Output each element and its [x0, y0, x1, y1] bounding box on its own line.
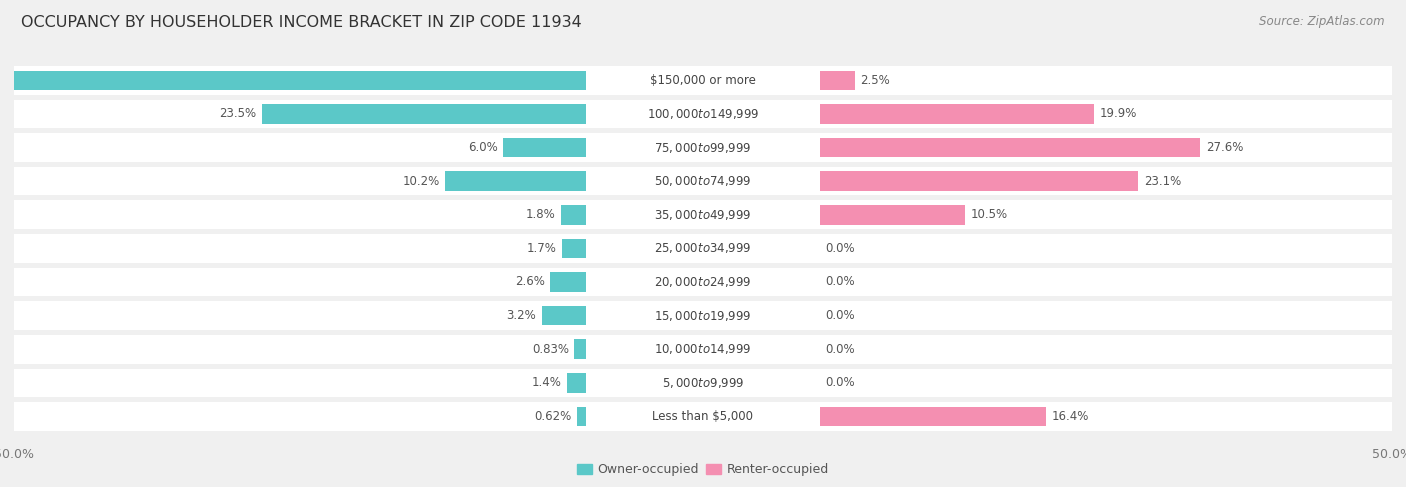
- Bar: [820, 138, 1201, 157]
- Text: $10,000 to $14,999: $10,000 to $14,999: [654, 342, 752, 356]
- Text: $15,000 to $19,999: $15,000 to $19,999: [654, 309, 752, 322]
- Text: 0.0%: 0.0%: [825, 242, 855, 255]
- Text: 0.0%: 0.0%: [825, 376, 855, 389]
- Bar: [550, 272, 586, 292]
- Legend: Owner-occupied, Renter-occupied: Owner-occupied, Renter-occupied: [572, 458, 834, 482]
- Text: 3.2%: 3.2%: [506, 309, 536, 322]
- Text: 16.4%: 16.4%: [1052, 410, 1090, 423]
- Bar: [820, 407, 1046, 426]
- Bar: [14, 268, 1392, 296]
- Text: OCCUPANCY BY HOUSEHOLDER INCOME BRACKET IN ZIP CODE 11934: OCCUPANCY BY HOUSEHOLDER INCOME BRACKET …: [21, 15, 582, 30]
- Bar: [561, 205, 586, 225]
- Bar: [14, 369, 1392, 397]
- Bar: [820, 205, 965, 225]
- Text: $25,000 to $34,999: $25,000 to $34,999: [654, 242, 752, 255]
- Bar: [820, 171, 1139, 191]
- Text: 0.62%: 0.62%: [534, 410, 572, 423]
- Text: 6.0%: 6.0%: [468, 141, 498, 154]
- Text: Less than $5,000: Less than $5,000: [652, 410, 754, 423]
- Text: 0.83%: 0.83%: [531, 343, 569, 356]
- Text: 27.6%: 27.6%: [1206, 141, 1243, 154]
- Text: 19.9%: 19.9%: [1099, 108, 1137, 120]
- Text: $50,000 to $74,999: $50,000 to $74,999: [654, 174, 752, 188]
- Bar: [567, 373, 586, 393]
- Text: 0.0%: 0.0%: [825, 276, 855, 288]
- Text: 10.2%: 10.2%: [402, 175, 440, 187]
- Bar: [503, 138, 586, 157]
- Text: $35,000 to $49,999: $35,000 to $49,999: [654, 208, 752, 222]
- Text: $20,000 to $24,999: $20,000 to $24,999: [654, 275, 752, 289]
- Text: $75,000 to $99,999: $75,000 to $99,999: [654, 141, 752, 154]
- Text: 23.5%: 23.5%: [219, 108, 256, 120]
- Bar: [14, 234, 1392, 262]
- Bar: [820, 104, 1094, 124]
- Bar: [446, 171, 586, 191]
- Bar: [562, 239, 586, 258]
- Text: 1.7%: 1.7%: [527, 242, 557, 255]
- Text: $150,000 or more: $150,000 or more: [650, 74, 756, 87]
- Text: 0.0%: 0.0%: [825, 343, 855, 356]
- Bar: [14, 201, 1392, 229]
- Text: 10.5%: 10.5%: [970, 208, 1008, 221]
- Text: 2.5%: 2.5%: [860, 74, 890, 87]
- Bar: [262, 104, 586, 124]
- Text: 23.1%: 23.1%: [1144, 175, 1181, 187]
- Bar: [541, 306, 586, 325]
- Bar: [578, 407, 586, 426]
- Bar: [575, 339, 586, 359]
- Bar: [0, 71, 586, 90]
- Bar: [14, 335, 1392, 363]
- Bar: [14, 402, 1392, 431]
- Bar: [14, 100, 1392, 128]
- Bar: [14, 167, 1392, 195]
- Text: 0.0%: 0.0%: [825, 309, 855, 322]
- Bar: [14, 133, 1392, 162]
- Text: $100,000 to $149,999: $100,000 to $149,999: [647, 107, 759, 121]
- Text: 2.6%: 2.6%: [515, 276, 544, 288]
- Text: 1.8%: 1.8%: [526, 208, 555, 221]
- Bar: [14, 301, 1392, 330]
- Text: $5,000 to $9,999: $5,000 to $9,999: [662, 376, 744, 390]
- Text: Source: ZipAtlas.com: Source: ZipAtlas.com: [1260, 15, 1385, 28]
- Text: 1.4%: 1.4%: [531, 376, 561, 389]
- Bar: [14, 66, 1392, 94]
- Bar: [820, 71, 855, 90]
